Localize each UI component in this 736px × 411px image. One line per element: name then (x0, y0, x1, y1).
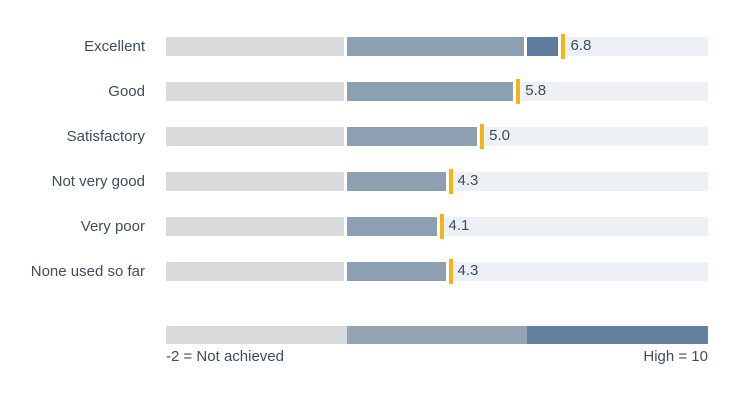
marker-gap-right (484, 127, 486, 146)
bar-segment (166, 217, 347, 236)
value-label: 5.0 (489, 127, 511, 144)
marker-gap-right (452, 262, 454, 281)
value-label: 4.3 (457, 262, 479, 279)
bar-segment (166, 127, 347, 146)
bar-track: 4.1 (166, 214, 708, 239)
legend-segment (166, 326, 347, 344)
bar-remainder (482, 127, 708, 146)
bar-track: 6.8 (166, 34, 708, 59)
value-marker (439, 214, 444, 239)
bar-segment (346, 217, 442, 236)
bar-segment (166, 262, 347, 281)
value-label: 4.3 (457, 172, 479, 189)
chart-row: Good 5.8 (0, 69, 708, 114)
marker-gap-left (445, 262, 449, 281)
value-label: 5.8 (525, 82, 547, 99)
chart-rows: Excellent 6.8 Good 5.8 Satisfactory 5.0 Not ve… (0, 24, 708, 294)
bar-segment (346, 262, 451, 281)
bar-track: 4.3 (166, 169, 708, 194)
category-label: Good (108, 83, 145, 100)
bar-remainder (441, 217, 708, 236)
legend-segment (346, 326, 528, 344)
chart-row: Satisfactory 5.0 (0, 114, 708, 159)
bar-segment (166, 82, 347, 101)
marker-gap-left (477, 127, 481, 146)
category-label: None used so far (30, 263, 145, 280)
value-marker (516, 79, 521, 104)
marker-gap-left (436, 217, 440, 236)
segment-gap (524, 37, 528, 56)
value-label: 4.1 (448, 217, 470, 234)
marker-gap-right (520, 82, 522, 101)
bar-segment (346, 37, 528, 56)
chart-row: None used so far 4.3 (0, 249, 708, 294)
category-label: Very poor (80, 218, 145, 235)
value-marker (561, 34, 566, 59)
bar-remainder (563, 37, 708, 56)
value-marker (448, 169, 453, 194)
bar-segment (346, 127, 483, 146)
bar-segment (166, 172, 347, 191)
bar-track: 5.0 (166, 124, 708, 149)
bar-segment (527, 37, 564, 56)
bar-segment (346, 172, 451, 191)
chart-row: Excellent 6.8 (0, 24, 708, 69)
bar-remainder (450, 262, 708, 281)
bar-segment (166, 37, 347, 56)
category-label: Excellent (84, 38, 145, 55)
marker-gap-left (513, 82, 517, 101)
bar-remainder (518, 82, 708, 101)
category-label: Not very good (51, 173, 145, 190)
bar-track: 5.8 (166, 79, 708, 104)
segment-gap (343, 82, 347, 101)
segment-gap (343, 217, 347, 236)
segment-gap (343, 127, 347, 146)
segment-gap (343, 262, 347, 281)
marker-gap-right (443, 217, 445, 236)
segment-gap (343, 37, 347, 56)
value-marker (480, 124, 485, 149)
bar-remainder (450, 172, 708, 191)
scale-legend-bar (166, 326, 708, 344)
scale-min-label: -2 = Not achieved (166, 348, 284, 365)
legend-segment (527, 326, 708, 344)
bar-segment (346, 82, 519, 101)
marker-gap-left (558, 37, 562, 56)
value-marker (448, 259, 453, 284)
marker-gap-right (452, 172, 454, 191)
scale-max-label: High = 10 (643, 348, 708, 365)
segment-gap (343, 172, 347, 191)
bar-track: 4.3 (166, 259, 708, 284)
category-label: Satisfactory (66, 128, 145, 145)
chart-row: Not very good 4.3 (0, 159, 708, 204)
scale-legend-labels: -2 = Not achieved High = 10 (166, 348, 708, 365)
marker-gap-left (445, 172, 449, 191)
chart-row: Very poor 4.1 (0, 204, 708, 249)
value-label: 6.8 (570, 37, 592, 54)
marker-gap-right (565, 37, 567, 56)
